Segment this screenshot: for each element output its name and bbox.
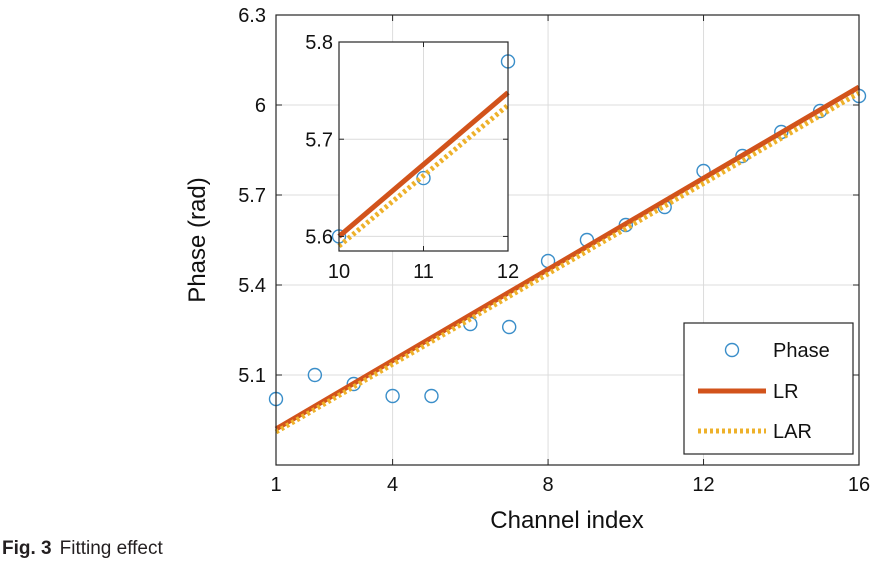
- legend-label-lar: LAR: [773, 421, 812, 443]
- legend-label-lr: LR: [773, 381, 799, 403]
- inset-y-tick-label: 5.8: [305, 32, 333, 54]
- caption-label: Fig. 3: [2, 538, 52, 559]
- legend-label-phase: Phase: [773, 340, 830, 362]
- main-phase-marker: [502, 319, 517, 335]
- main-y-tick-label: 6: [255, 95, 266, 117]
- inset-x-tick-label: 11: [413, 261, 434, 283]
- figure-caption: Fig. 3 Fitting effect: [2, 538, 163, 560]
- inset-series-line-lr: [337, 90, 510, 239]
- inset-series-line-lar: [337, 103, 510, 249]
- y-axis-label: Phase (rad): [184, 177, 211, 302]
- main-y-tick-label: 5.7: [238, 185, 266, 207]
- main-axes-frame: [275, 14, 860, 466]
- inset-x-tick-label: 12: [497, 261, 519, 283]
- main-y-tick-label: 6.3: [238, 5, 266, 27]
- legend: Phase LR LAR: [683, 322, 854, 455]
- figure: 1 4 8 12 16 5.1 5.4 5.7 6 6.3 10 11 12 5.6 5.7 5.8 Pha…: [184, 5, 870, 534]
- inset-x-tick-label: 10: [328, 261, 350, 283]
- inset-axes: 10 11 12 5.6 5.7 5.8: [305, 32, 519, 283]
- caption-text: Fitting effect: [59, 538, 163, 559]
- main-phase-marker: [307, 367, 323, 383]
- main-phase-marker: [424, 388, 439, 404]
- main-x-tick-label: 4: [387, 474, 398, 496]
- main-y-tick-label: 5.1: [238, 365, 266, 387]
- x-axis-label: Channel index: [490, 507, 643, 534]
- legend-marker-phase: [724, 342, 740, 358]
- main-y-tick-label: 5.4: [238, 275, 266, 297]
- inset-y-tick-label: 5.6: [305, 227, 333, 249]
- main-axes: 1 4 8 12 16 5.1 5.4 5.7 6 6.3: [238, 5, 870, 496]
- main-phase-marker: [385, 388, 400, 404]
- main-x-tick-label: 16: [848, 474, 870, 496]
- inset-y-tick-label: 5.7: [305, 129, 333, 151]
- main-x-tick-label: 8: [543, 474, 554, 496]
- inset-grid: [338, 41, 509, 251]
- main-x-tick-label: 1: [270, 474, 281, 496]
- inset-plot: 10 11 12 5.6 5.7 5.8: [305, 32, 519, 283]
- main-series-line-lr: [274, 84, 861, 432]
- main-x-tick-label: 12: [692, 474, 714, 496]
- main-series-line-lar: [274, 90, 861, 435]
- chart-canvas: 1 4 8 12 16 5.1 5.4 5.7 6 6.3 10 11 12 5.6 5.7 5.8 Pha…: [184, 5, 870, 534]
